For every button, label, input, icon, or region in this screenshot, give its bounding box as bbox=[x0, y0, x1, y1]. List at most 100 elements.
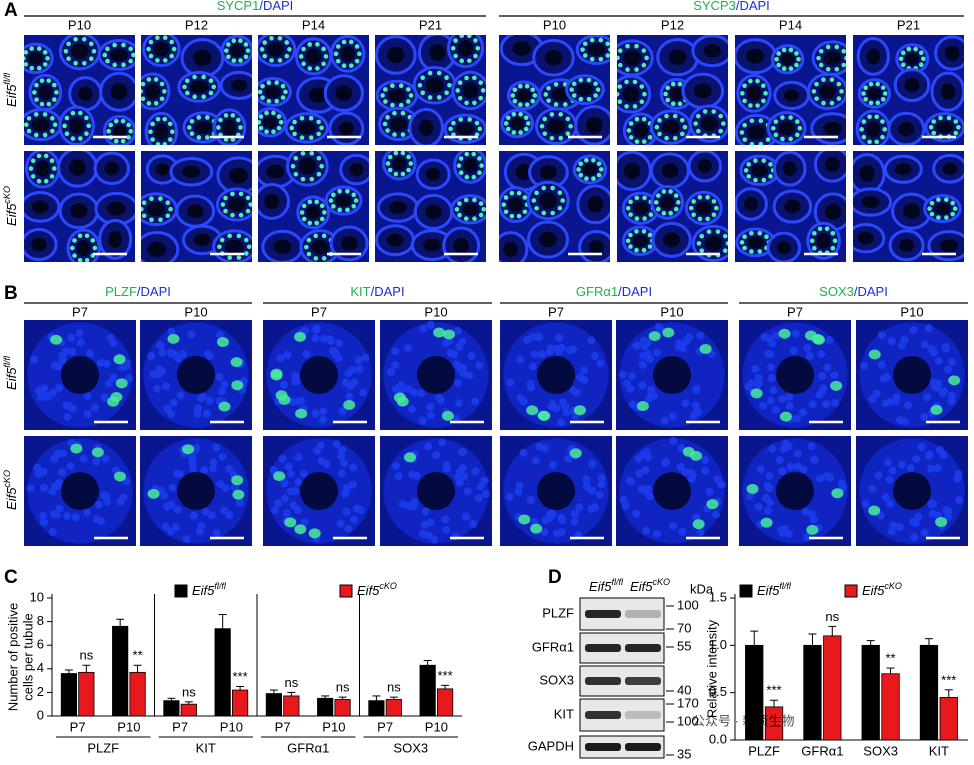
positive-cell bbox=[114, 138, 119, 144]
positive-cell bbox=[216, 337, 229, 348]
nucleus bbox=[187, 330, 196, 339]
nucleus bbox=[424, 531, 433, 540]
nucleus bbox=[124, 374, 133, 383]
positive-cell bbox=[664, 113, 669, 119]
micrograph bbox=[140, 436, 252, 546]
positive-cell bbox=[672, 135, 678, 141]
y-axis-label: Number of positive bbox=[5, 603, 20, 711]
lumen bbox=[633, 123, 648, 138]
positive-cell bbox=[321, 256, 327, 261]
nucleus bbox=[205, 396, 214, 405]
nucleus bbox=[391, 361, 400, 370]
positive-cell bbox=[345, 207, 350, 213]
lumen bbox=[145, 83, 160, 100]
positive-cell bbox=[273, 471, 286, 482]
positive-cell bbox=[277, 58, 283, 63]
nucleus bbox=[552, 529, 561, 538]
nucleus bbox=[96, 359, 105, 368]
positive-cell bbox=[761, 158, 767, 163]
positive-cell bbox=[758, 141, 764, 145]
micrograph bbox=[853, 151, 964, 262]
group-label: GFRα1 bbox=[287, 740, 329, 755]
positive-cell bbox=[148, 53, 154, 59]
positive-cell bbox=[471, 151, 477, 157]
lumen bbox=[942, 162, 958, 175]
nucleus bbox=[83, 392, 92, 401]
genotype-label: Eif5cKO bbox=[2, 470, 19, 510]
positive-cell bbox=[788, 66, 794, 71]
positive-cell bbox=[385, 161, 391, 166]
lumen bbox=[31, 200, 49, 214]
positive-cell bbox=[591, 176, 596, 181]
positive-cell bbox=[230, 357, 243, 368]
counterstain-name: /DAPI bbox=[854, 284, 888, 299]
x-tick-label: P10 bbox=[220, 719, 243, 734]
positive-cell bbox=[617, 62, 623, 68]
positive-cell bbox=[227, 255, 233, 260]
nucleus bbox=[830, 371, 839, 380]
positive-cell bbox=[647, 244, 653, 249]
positive-cell bbox=[351, 192, 357, 198]
nucleus bbox=[955, 495, 964, 504]
positive-cell bbox=[565, 116, 571, 122]
positive-cell bbox=[691, 212, 696, 218]
nucleus bbox=[883, 458, 892, 467]
positive-cell bbox=[867, 139, 872, 145]
lumen bbox=[189, 80, 209, 94]
micrograph bbox=[24, 320, 136, 430]
positive-cell bbox=[380, 93, 385, 98]
nucleus bbox=[786, 462, 795, 471]
lumen bbox=[652, 471, 692, 511]
error-bar bbox=[886, 667, 895, 674]
lumen bbox=[108, 230, 123, 248]
positive-cell bbox=[546, 98, 551, 103]
nucleus bbox=[645, 394, 654, 403]
positive-cell bbox=[208, 78, 214, 84]
positive-cell bbox=[478, 212, 484, 218]
positive-cell bbox=[746, 483, 759, 494]
positive-cell bbox=[503, 121, 509, 126]
positive-cell bbox=[300, 151, 306, 156]
nucleus bbox=[155, 341, 164, 350]
positive-cell bbox=[522, 209, 528, 215]
positive-cell bbox=[353, 198, 359, 203]
nucleus bbox=[189, 464, 198, 473]
nucleus bbox=[635, 469, 644, 478]
nucleus bbox=[271, 506, 280, 515]
nucleus bbox=[588, 459, 597, 468]
nucleus bbox=[767, 374, 776, 383]
positive-cell bbox=[628, 212, 633, 217]
nucleus bbox=[879, 374, 888, 383]
nucleus bbox=[944, 506, 953, 515]
nucleus bbox=[67, 333, 76, 342]
positive-cell bbox=[632, 104, 638, 109]
positive-cell bbox=[245, 48, 251, 53]
nucleus bbox=[94, 500, 103, 509]
positive-cell bbox=[641, 229, 647, 234]
timepoint-label: P7 bbox=[72, 304, 88, 319]
positive-cell bbox=[404, 452, 417, 463]
positive-cell bbox=[50, 128, 55, 134]
positive-cell bbox=[811, 334, 824, 345]
nucleus bbox=[861, 500, 870, 509]
nucleus bbox=[282, 509, 291, 518]
positive-cell bbox=[259, 47, 265, 52]
positive-cell bbox=[584, 176, 589, 181]
nucleus bbox=[769, 386, 778, 395]
y-axis-label: Relative intensity bbox=[704, 619, 719, 718]
nucleus bbox=[320, 334, 329, 343]
positive-cell bbox=[705, 195, 710, 200]
positive-cell bbox=[648, 212, 654, 217]
positive-cell bbox=[569, 448, 582, 459]
positive-cell bbox=[863, 85, 868, 91]
nucleus bbox=[90, 403, 99, 412]
positive-cell bbox=[557, 205, 563, 211]
positive-cell bbox=[52, 82, 57, 88]
positive-cell bbox=[70, 245, 75, 251]
positive-cell bbox=[307, 42, 313, 47]
nucleus bbox=[208, 464, 217, 473]
positive-cell bbox=[950, 211, 956, 217]
positive-cell bbox=[501, 202, 507, 207]
lumen bbox=[78, 86, 93, 101]
nucleus bbox=[79, 454, 88, 463]
